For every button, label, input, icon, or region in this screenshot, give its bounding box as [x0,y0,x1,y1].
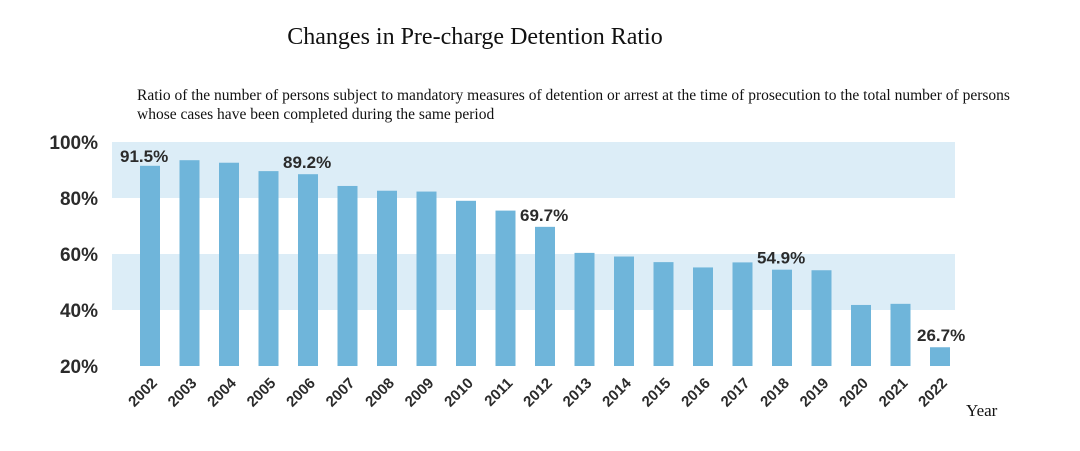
x-tick-label: 2020 [836,375,872,411]
bar [140,165,160,366]
x-tick-label: 2012 [520,375,556,411]
bar [772,269,792,366]
bar [930,347,950,366]
bar [495,210,516,366]
x-tick-label: 2016 [678,375,714,411]
x-tick-label: 2002 [125,375,161,411]
bar [732,262,753,366]
bar [614,256,634,366]
data-label: 69.7% [520,206,568,225]
y-tick-label: 100% [49,133,98,154]
y-axis: 100% 80% 60% 40% 20% [49,133,98,378]
bar [574,252,595,366]
bar [298,174,318,366]
x-tick-label: 2009 [402,375,438,411]
x-axis: 2002 2003 2004 2005 2006 2007 2008 2009 2010 2011… [125,374,951,410]
bar [258,171,279,366]
x-axis-title: Year [966,401,998,420]
x-tick-label: 2013 [560,375,596,411]
x-tick-label: 2006 [283,375,319,411]
x-tick-label: 2008 [362,375,398,411]
bar [653,262,674,366]
bar [179,160,200,366]
x-tick-label: 2011 [481,375,516,410]
y-tick-label: 40% [60,301,98,322]
bar [377,190,397,366]
bar [456,200,476,366]
chart-title: Changes in Pre-charge Detention Ratio [287,24,663,50]
bar [890,303,911,366]
data-label: 91.5% [120,147,168,166]
x-tick-label: 2007 [323,375,359,411]
data-label: 54.9% [757,249,805,268]
bar [535,226,555,366]
x-tick-label: 2019 [797,375,833,411]
bar [337,185,358,366]
bar [219,162,239,366]
x-tick-label: 2004 [204,374,240,410]
x-tick-label: 2015 [639,375,675,411]
x-tick-label: 2018 [757,375,793,411]
bar [811,270,832,366]
x-tick-label: 2014 [599,374,635,410]
bar [693,267,713,366]
x-tick-label: 2017 [718,375,754,411]
data-label: 26.7% [917,326,965,345]
grid-band [112,142,955,198]
x-tick-label: 2010 [441,375,477,411]
bar-series [140,160,950,366]
y-tick-label: 80% [60,189,98,210]
chart-subtitle: Ratio of the number of persons subject t… [137,87,1010,123]
bar [851,304,871,366]
data-label: 89.2% [283,153,331,172]
x-tick-label: 2022 [915,375,951,411]
data-labels: 91.5% 89.2% 69.7% 54.9% 26.7% [120,147,965,345]
bar [416,191,437,366]
x-tick-label: 2003 [165,375,201,411]
y-tick-label: 20% [60,357,98,378]
x-tick-label: 2005 [244,375,280,411]
y-tick-label: 60% [60,245,98,266]
x-tick-label: 2021 [876,375,912,411]
